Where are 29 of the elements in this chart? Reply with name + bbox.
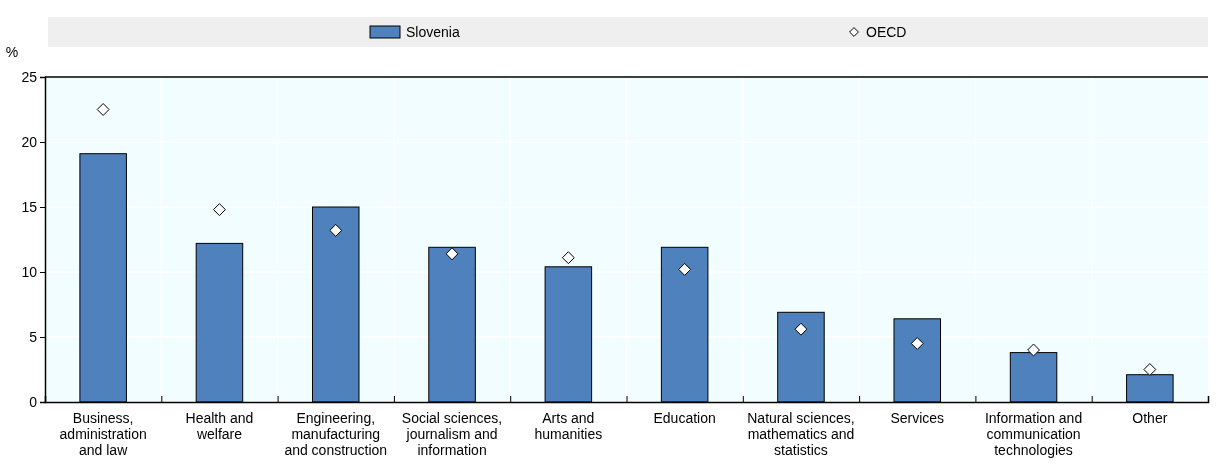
point: [1143, 363, 1157, 376]
point: [445, 247, 459, 261]
x-tick-label: Services: [890, 410, 945, 426]
x-tick-label: Business, administration and law: [59, 410, 147, 458]
y-tick-label: 10: [21, 263, 38, 280]
x-tick-label: Education: [653, 410, 716, 426]
point: [213, 203, 226, 217]
point: [910, 337, 924, 350]
x-tick-label: Social sciences, journalism and information: [401, 410, 503, 458]
y-tick-label: 15: [21, 198, 38, 215]
x-tick-label: Arts and humanities: [534, 410, 603, 442]
point: [794, 322, 808, 336]
y-tick-label: 25: [21, 68, 38, 85]
x-tick-label: Natural sciences, mathematics and statistics: [747, 410, 855, 458]
x-tick-label: Health and welfare: [185, 410, 254, 442]
point: [561, 251, 575, 265]
legend-label: Slovenia: [406, 24, 460, 40]
y-tick-label: 20: [21, 133, 38, 150]
y-tick-label: 5: [29, 328, 38, 345]
point: [329, 223, 343, 237]
point: [1027, 343, 1040, 357]
x-tick-label: Other: [1132, 410, 1168, 426]
x-tick-label: Engineering, manufacturing and construction: [284, 410, 388, 458]
legend-label: OECD: [866, 24, 907, 40]
y-tick-label: 0: [29, 393, 38, 410]
point: [96, 103, 110, 116]
y-axis-title: %: [5, 44, 19, 60]
x-tick-label: Information and communication technologies: [984, 410, 1083, 458]
point: [678, 262, 692, 276]
